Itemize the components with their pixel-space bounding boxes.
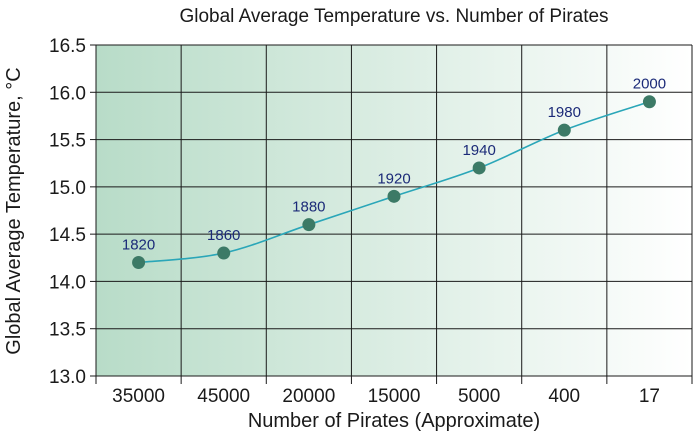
point-year-label: 1940 — [462, 142, 495, 159]
y-tick-label: 16.5 — [49, 36, 86, 57]
point-year-label: 1980 — [548, 104, 581, 121]
x-tick-label: 17 — [639, 386, 660, 407]
x-tick-label: 15000 — [368, 386, 421, 407]
chart-title: Global Average Temperature vs. Number of… — [179, 6, 609, 27]
point-year-label: 1880 — [292, 199, 325, 216]
data-point — [217, 246, 231, 260]
point-year-label: 1860 — [207, 227, 240, 244]
point-year-label: 1820 — [122, 237, 155, 254]
data-point — [642, 95, 656, 109]
y-tick-label: 14.5 — [49, 225, 86, 246]
y-tick-label: 13.0 — [49, 367, 86, 388]
data-point — [132, 256, 146, 270]
plot-background — [96, 45, 692, 376]
x-tick-label: 400 — [548, 386, 580, 407]
data-point — [472, 161, 486, 175]
data-point — [557, 123, 571, 137]
x-tick-label: 20000 — [282, 386, 335, 407]
y-tick-label: 14.0 — [49, 272, 86, 293]
point-year-label: 1920 — [377, 170, 410, 187]
y-tick-label: 13.5 — [49, 320, 86, 341]
x-axis-label: Number of Pirates (Approximate) — [247, 410, 541, 432]
y-tick-label: 16.0 — [49, 83, 86, 104]
data-point — [302, 218, 316, 232]
y-tick-label: 15.5 — [49, 131, 86, 152]
x-tick-label: 45000 — [197, 386, 250, 407]
data-point — [387, 189, 401, 203]
x-tick-label: 5000 — [458, 386, 500, 407]
x-tick-label: 35000 — [112, 386, 165, 407]
y-tick-label: 15.0 — [49, 178, 86, 199]
point-year-label: 2000 — [633, 76, 666, 93]
